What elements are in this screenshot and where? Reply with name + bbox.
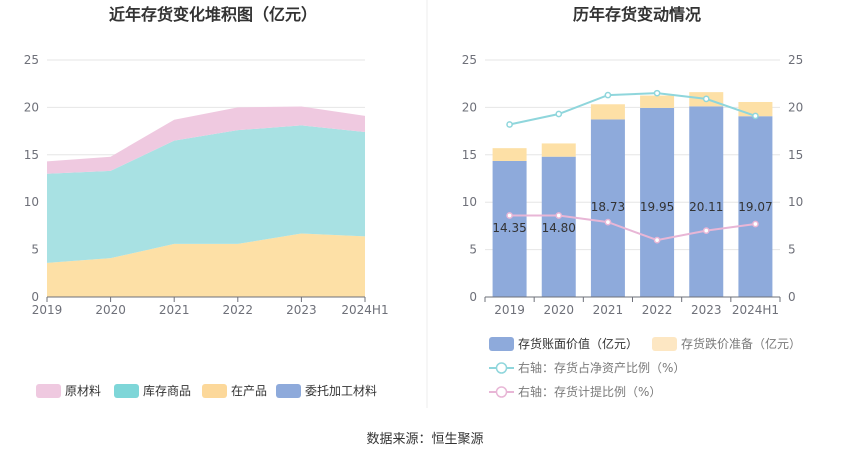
- right-legend-label-3: 右轴：存货计提比例（%）: [518, 384, 661, 399]
- left-x-tick-label: 2022: [223, 303, 254, 317]
- right-x-tick-label: 2021: [593, 303, 624, 317]
- bar-value-label: 19.95: [640, 200, 674, 214]
- left-x-tick-label: 2023: [286, 303, 317, 317]
- right-left-y-tick-label: 10: [462, 195, 477, 209]
- line-point-1: [653, 236, 661, 244]
- left-x-tick-label: 2020: [95, 303, 126, 317]
- line-point-0: [653, 89, 661, 97]
- right-legend-swatch-0: [489, 337, 514, 351]
- line-point-0: [555, 110, 563, 118]
- left-x-tick-label: 2024H1: [341, 303, 388, 317]
- left-y-tick-label: 0: [31, 290, 39, 304]
- right-right-y-tick-label: 10: [788, 195, 803, 209]
- line-point-0: [702, 95, 710, 103]
- line-point-1: [555, 212, 563, 219]
- bar-impairment: [492, 148, 527, 161]
- left-y-tick-label: 5: [31, 243, 39, 257]
- right-left-y-tick-label: 20: [462, 100, 477, 114]
- left-y-tick-label: 20: [24, 100, 39, 114]
- left-legend-label-0: 原材料: [65, 384, 101, 398]
- left-legend-label-1: 库存商品: [143, 383, 191, 398]
- area-series-2: [47, 106, 365, 174]
- left-chart-title: 近年存货变化堆积图（亿元）: [109, 5, 317, 24]
- line-point-0: [506, 121, 513, 128]
- right-left-y-tick-label: 15: [462, 148, 477, 162]
- left-legend-label-2: 在产品: [231, 384, 267, 398]
- right-x-tick-label: 2022: [642, 303, 673, 317]
- right-chart-title: 历年存货变动情况: [573, 5, 701, 24]
- area-series-1: [47, 125, 365, 263]
- bar-book-value: [738, 116, 773, 297]
- bar-book-value: [590, 119, 625, 297]
- right-legend-label-0: 存货账面价值（亿元）: [518, 336, 638, 351]
- bar-value-label: 20.11: [689, 200, 723, 214]
- left-legend-swatch-0: [36, 384, 61, 398]
- right-x-tick-label: 2019: [494, 303, 525, 317]
- bar-impairment: [541, 143, 576, 157]
- right-right-y-tick-label: 20: [788, 100, 803, 114]
- left-x-tick-label: 2019: [32, 303, 63, 317]
- right-right-y-tick-label: 5: [788, 243, 796, 257]
- right-legend-marker-3: [495, 386, 508, 398]
- line-point-0: [752, 112, 759, 120]
- left-y-tick-label: 15: [24, 148, 39, 162]
- bar-book-value: [689, 106, 724, 297]
- inventory-bar-line-chart: 0 5 10 15 20 25 0 5 10 15 20 25 14.35 14.80 18.73 19.95…: [462, 53, 804, 399]
- right-left-y-tick-label: 5: [469, 243, 477, 257]
- stacked-area-chart: 0 5 10 15 20 25 2019 2020 2021 2022 2023 2024H1 原材料 库…: [24, 53, 389, 398]
- right-legend-swatch-1: [652, 337, 677, 351]
- bar-book-value: [541, 156, 576, 297]
- right-left-y-tick-label: 25: [462, 53, 477, 67]
- bar-value-label: 19.07: [738, 200, 772, 214]
- right-legend-label-2: 右轴：存货占净资产比例（%）: [518, 360, 685, 375]
- left-legend-swatch-2: [202, 384, 227, 398]
- area-series-0: [47, 233, 365, 297]
- bar-impairment: [590, 104, 625, 120]
- bar-book-value: [640, 107, 675, 298]
- bar-value-label: 14.80: [542, 221, 576, 235]
- right-right-y-tick-label: 0: [788, 290, 796, 304]
- left-legend-swatch-1: [114, 384, 139, 398]
- line-point-1: [604, 218, 612, 226]
- bar-impairment: [640, 95, 675, 108]
- line-series-0: [509, 92, 756, 126]
- line-point-1: [506, 212, 513, 219]
- left-y-tick-label: 10: [24, 195, 39, 209]
- line-point-0: [604, 91, 612, 99]
- left-y-tick-label: 25: [24, 53, 39, 67]
- bar-value-label: 14.35: [492, 221, 526, 235]
- right-legend-marker-2: [495, 362, 508, 374]
- line-point-1: [702, 227, 710, 234]
- right-x-tick-label: 2024H1: [732, 303, 779, 317]
- right-right-y-tick-label: 15: [788, 148, 803, 162]
- line-series-1: [509, 214, 756, 242]
- bar-value-label: 18.73: [591, 200, 625, 214]
- bar-book-value: [492, 160, 527, 297]
- left-legend-label-3: 委托加工材料: [305, 384, 377, 398]
- right-right-y-tick-label: 25: [788, 53, 803, 67]
- right-legend-label-1: 存货跌价准备（亿元）: [681, 336, 801, 351]
- right-x-tick-label: 2023: [691, 303, 722, 317]
- line-point-1: [752, 220, 759, 228]
- right-x-tick-label: 2020: [543, 303, 574, 317]
- data-source-label: 数据来源：恒生聚源: [366, 432, 483, 447]
- left-legend-swatch-3: [276, 384, 301, 398]
- right-left-y-tick-label: 0: [469, 290, 477, 304]
- left-x-tick-label: 2021: [159, 303, 190, 317]
